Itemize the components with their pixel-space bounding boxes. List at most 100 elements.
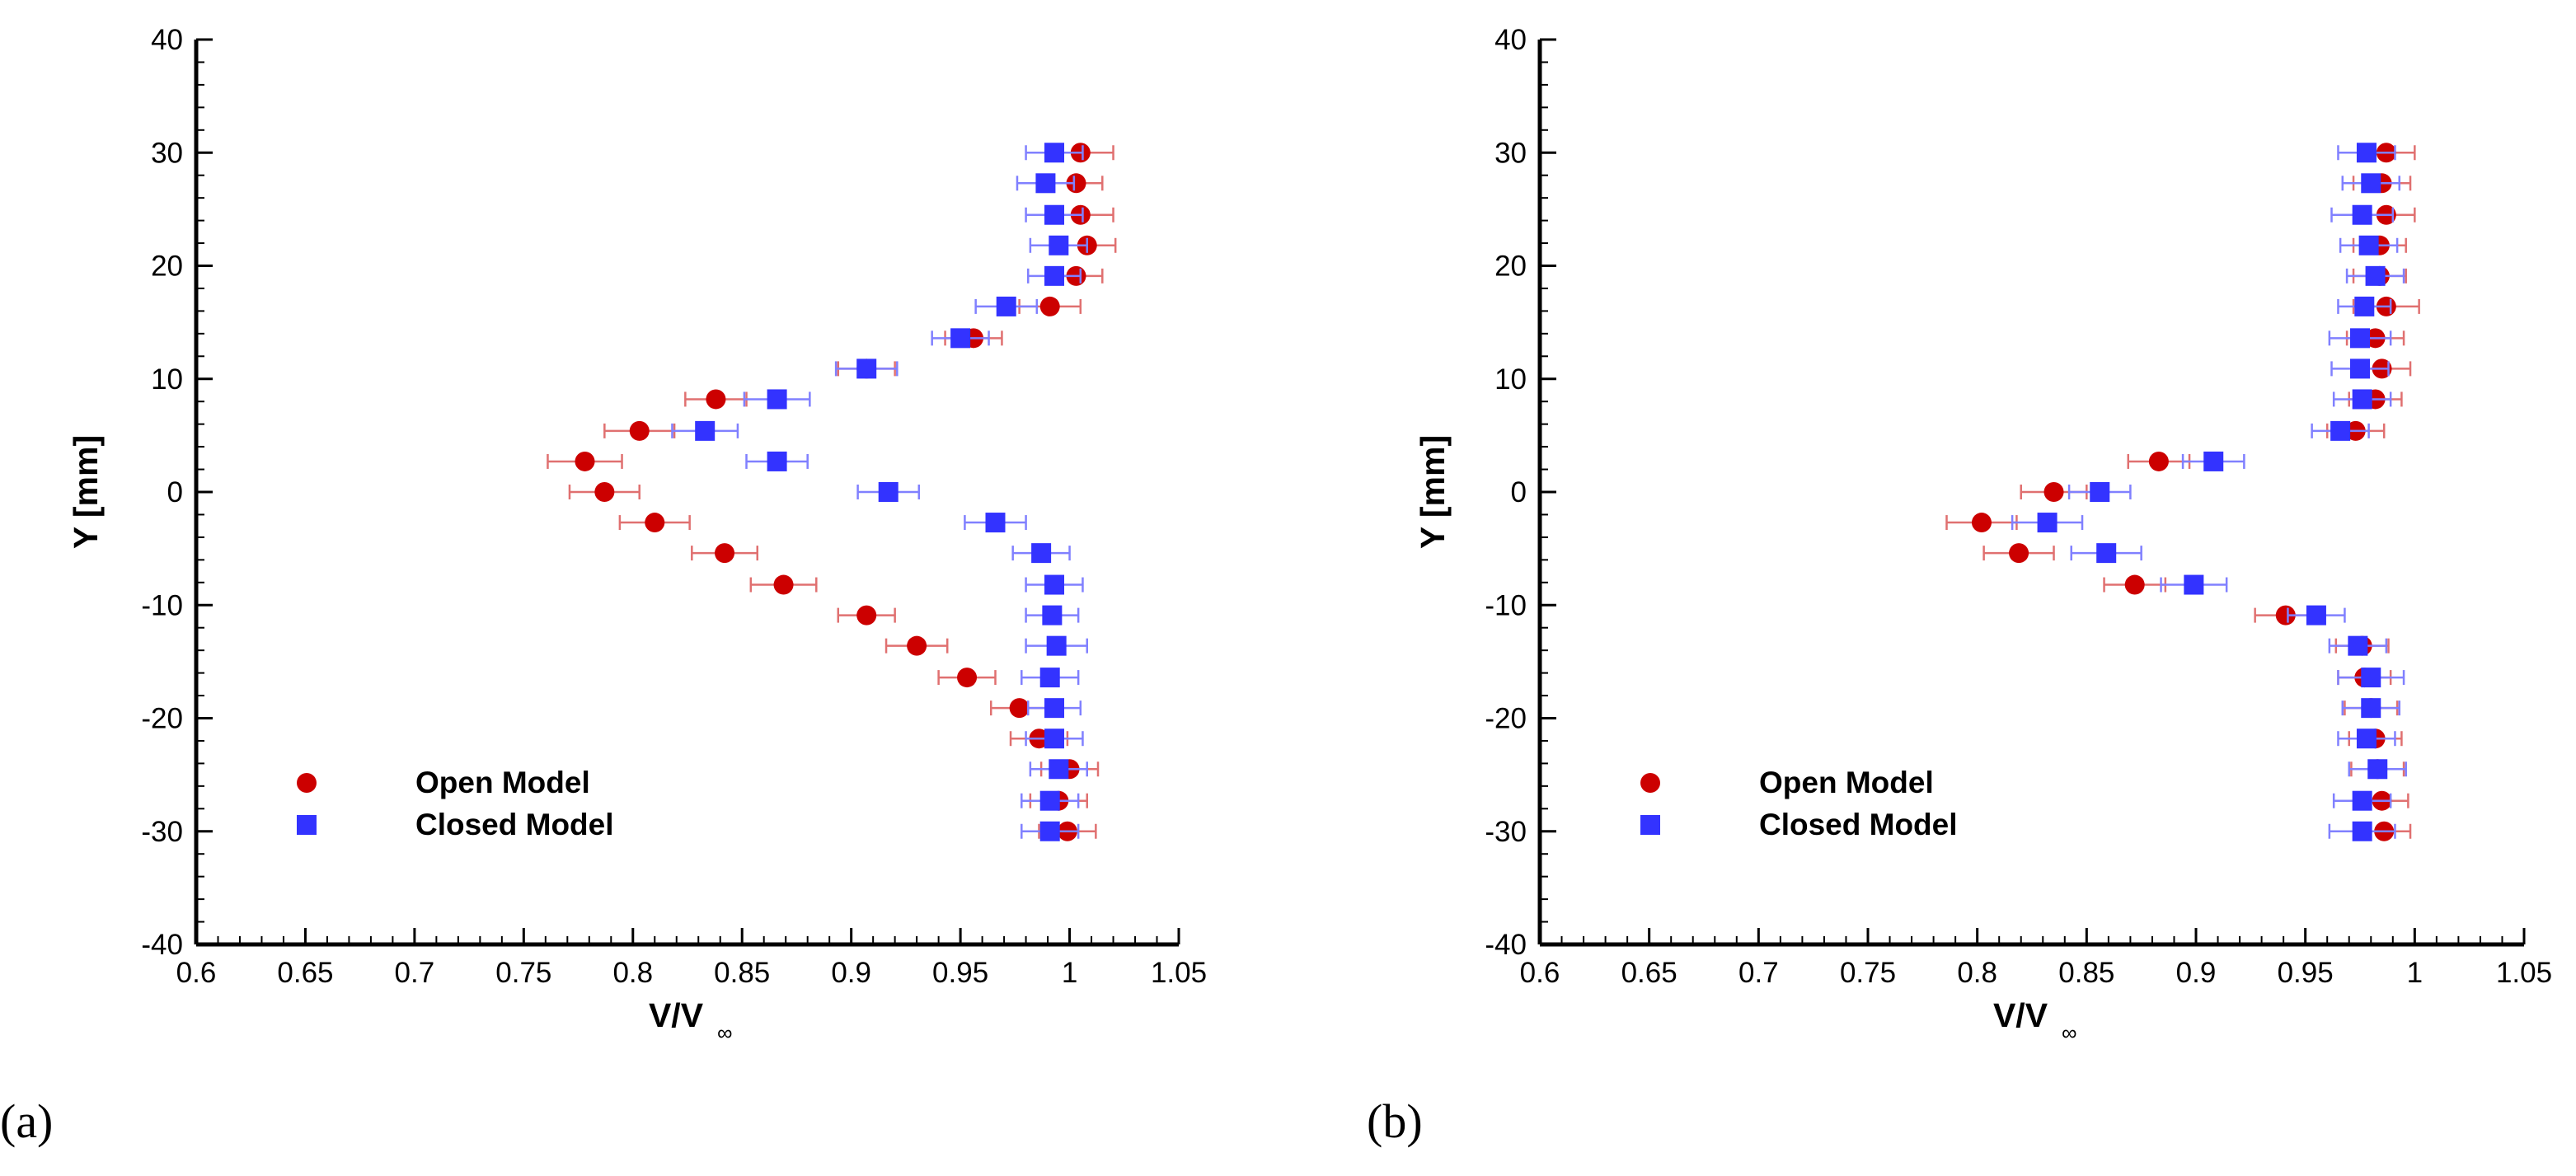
y-axis-title: Y [mm] bbox=[67, 435, 105, 549]
y-tick-label: 10 bbox=[151, 363, 183, 396]
legend-label: Closed Model bbox=[1759, 808, 1958, 841]
data-point-closed-model bbox=[2350, 358, 2370, 379]
x-tick-label: 0.9 bbox=[831, 957, 871, 989]
data-point-closed-model bbox=[1044, 265, 1065, 286]
data-point-closed-model bbox=[2037, 513, 2058, 533]
data-point-open-model bbox=[645, 513, 665, 533]
x-tick-label: 0.6 bbox=[176, 957, 217, 989]
data-point-open-model bbox=[907, 635, 927, 656]
series-closed-model bbox=[2011, 143, 2407, 841]
data-point-closed-model bbox=[2365, 265, 2386, 286]
data-point-closed-model bbox=[767, 451, 787, 471]
data-point-closed-model bbox=[2330, 420, 2351, 441]
x-tick-label: 1 bbox=[2407, 957, 2423, 989]
data-point-closed-model bbox=[1035, 173, 1056, 194]
data-point-open-model bbox=[594, 482, 615, 502]
data-point-open-model bbox=[2043, 482, 2064, 502]
y-tick-label: 30 bbox=[1494, 137, 1527, 169]
x-tick-label: 0.8 bbox=[1957, 957, 1997, 989]
data-point-closed-model bbox=[2090, 482, 2110, 502]
data-point-closed-model bbox=[2361, 173, 2381, 194]
data-point-closed-model bbox=[1031, 543, 1052, 564]
x-tick-label: 0.7 bbox=[395, 957, 435, 989]
data-point-closed-model bbox=[1044, 698, 1065, 719]
data-point-open-model bbox=[1066, 173, 1086, 194]
data-point-closed-model bbox=[2361, 668, 2381, 688]
y-tick-label: -30 bbox=[141, 816, 183, 848]
data-point-closed-model bbox=[1039, 790, 1060, 811]
legend-label: Closed Model bbox=[415, 808, 614, 841]
legend-marker-closed-model bbox=[297, 815, 317, 835]
data-point-closed-model bbox=[985, 513, 1006, 533]
x-tick-label: 0.8 bbox=[612, 957, 653, 989]
y-tick-label: 20 bbox=[151, 251, 183, 283]
x-tick-label: 0.65 bbox=[277, 957, 333, 989]
y-tick-label: -20 bbox=[141, 703, 183, 735]
data-point-closed-model bbox=[1039, 668, 1060, 688]
x-tick-label: 0.95 bbox=[2278, 957, 2334, 989]
data-point-open-model bbox=[2148, 451, 2169, 471]
data-point-closed-model bbox=[767, 389, 787, 410]
x-tick-label: 1.05 bbox=[2496, 957, 2552, 989]
data-point-closed-model bbox=[2356, 143, 2377, 163]
x-axis-title: V/V bbox=[1993, 996, 2048, 1034]
y-tick-label: 30 bbox=[151, 137, 183, 169]
data-point-closed-model bbox=[2352, 204, 2372, 225]
data-point-closed-model bbox=[2356, 729, 2377, 749]
x-tick-label: 1 bbox=[1062, 957, 1077, 989]
y-tick-label: -10 bbox=[1485, 589, 1527, 621]
data-point-closed-model bbox=[2361, 698, 2381, 719]
chart-panel-a: 0.6 0.65 0.7 0.75 0.8 0.85 0.9 0.95 1 1.05 -40 -30 -… bbox=[67, 24, 1207, 1045]
data-point-closed-model bbox=[2096, 543, 2117, 564]
data-point-closed-model bbox=[996, 296, 1016, 316]
y-tick-label: 10 bbox=[1494, 363, 1527, 396]
data-point-closed-model bbox=[1039, 821, 1060, 841]
data-point-open-model bbox=[629, 420, 650, 441]
x-tick-label: 0.9 bbox=[2176, 957, 2217, 989]
data-point-closed-model bbox=[1042, 605, 1063, 625]
x-tick-label: 0.85 bbox=[714, 957, 770, 989]
x-tick-label: 0.85 bbox=[2058, 957, 2114, 989]
data-point-closed-model bbox=[1044, 574, 1065, 595]
data-point-closed-model bbox=[1044, 204, 1065, 225]
series-closed-model bbox=[671, 143, 1088, 841]
legend: Open Model Closed Model bbox=[1640, 766, 1958, 841]
data-point-open-model bbox=[1039, 296, 1060, 316]
data-point-open-model bbox=[2009, 543, 2029, 564]
x-axis-title-subscript: ∞ bbox=[2062, 1020, 2077, 1045]
data-point-open-model bbox=[1971, 513, 1992, 533]
y-tick-label: -30 bbox=[1485, 816, 1527, 848]
x-axis-title-subscript: ∞ bbox=[717, 1020, 733, 1045]
data-point-closed-model bbox=[695, 420, 716, 441]
data-point-open-model bbox=[1009, 698, 1030, 719]
legend-marker-open-model bbox=[1640, 773, 1660, 793]
data-point-closed-model bbox=[2354, 296, 2375, 316]
x-tick-label: 1.05 bbox=[1151, 957, 1207, 989]
x-tick-label: 0.6 bbox=[1520, 957, 1560, 989]
data-point-open-model bbox=[715, 543, 735, 564]
data-point-closed-model bbox=[2306, 605, 2326, 625]
series-open-model bbox=[1945, 143, 2420, 841]
data-point-closed-model bbox=[856, 358, 877, 379]
y-tick-label: -40 bbox=[141, 929, 183, 961]
x-tick-label: 0.75 bbox=[495, 957, 551, 989]
data-point-open-model bbox=[2275, 605, 2296, 625]
data-point-closed-model bbox=[950, 328, 971, 349]
data-point-closed-model bbox=[1044, 729, 1065, 749]
y-tick-label: 0 bbox=[1511, 476, 1527, 508]
data-point-closed-model bbox=[2358, 235, 2379, 255]
x-tick-label: 0.75 bbox=[1840, 957, 1896, 989]
y-tick-label: -20 bbox=[1485, 703, 1527, 735]
y-tick-label: -10 bbox=[141, 589, 183, 621]
data-point-closed-model bbox=[1049, 235, 1069, 255]
panel-label: (a) bbox=[0, 1094, 53, 1148]
data-point-closed-model bbox=[2184, 574, 2204, 595]
data-point-closed-model bbox=[1049, 759, 1069, 780]
data-point-closed-model bbox=[2203, 451, 2224, 471]
data-point-open-model bbox=[856, 605, 877, 625]
data-point-open-model bbox=[706, 389, 726, 410]
y-tick-label: 40 bbox=[1494, 24, 1527, 56]
x-tick-label: 0.7 bbox=[1738, 957, 1779, 989]
y-tick-label: 20 bbox=[1494, 251, 1527, 283]
